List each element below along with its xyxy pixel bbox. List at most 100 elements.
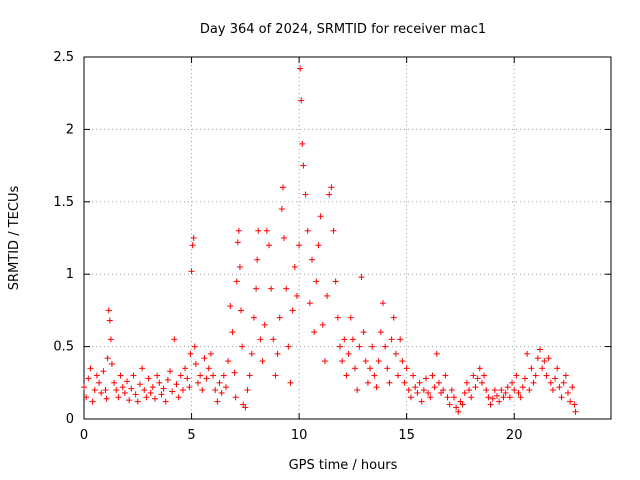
data-point	[332, 278, 339, 285]
data-point	[276, 314, 283, 321]
data-point	[319, 321, 326, 328]
data-point	[199, 387, 206, 394]
data-point	[203, 375, 210, 382]
data-point	[362, 358, 369, 365]
data-point	[100, 368, 107, 375]
data-point	[321, 358, 328, 365]
data-point	[104, 355, 111, 362]
data-point	[472, 384, 479, 391]
data-point	[324, 292, 331, 299]
data-point	[158, 391, 165, 398]
data-point	[218, 389, 225, 396]
data-point	[534, 355, 541, 362]
data-point	[89, 398, 96, 405]
x-tick-label: 0	[80, 428, 88, 443]
data-point	[549, 387, 556, 394]
data-point	[83, 394, 90, 401]
data-point	[124, 378, 131, 385]
data-point	[236, 263, 243, 270]
data-point	[272, 372, 279, 379]
data-point	[311, 329, 318, 336]
data-point	[435, 379, 442, 386]
data-point	[554, 365, 561, 372]
data-point	[147, 389, 154, 396]
data-point	[238, 307, 245, 314]
data-point	[414, 389, 421, 396]
data-point	[156, 379, 163, 386]
data-point	[105, 307, 112, 314]
data-point	[248, 350, 255, 357]
data-point	[300, 162, 307, 169]
data-point	[151, 395, 158, 402]
data-point	[418, 398, 425, 405]
data-point	[119, 384, 126, 391]
data-point	[504, 384, 511, 391]
data-point	[212, 387, 219, 394]
data-point	[257, 336, 264, 343]
data-point	[412, 384, 419, 391]
data-point	[371, 372, 378, 379]
data-point	[216, 379, 223, 386]
data-point	[539, 365, 546, 372]
data-point	[375, 358, 382, 365]
data-point	[227, 303, 234, 310]
data-point	[313, 278, 320, 285]
data-point	[296, 242, 303, 249]
data-point	[334, 314, 341, 321]
data-point	[261, 321, 268, 328]
data-point	[558, 394, 565, 401]
data-point	[433, 350, 440, 357]
data-point	[569, 384, 576, 391]
data-point	[287, 379, 294, 386]
data-point	[405, 387, 412, 394]
y-tick-label: 0.5	[53, 340, 74, 355]
data-point	[364, 379, 371, 386]
data-point	[352, 365, 359, 372]
data-point	[427, 394, 434, 401]
data-point	[511, 387, 518, 394]
data-point	[85, 375, 92, 382]
data-points	[81, 65, 579, 415]
data-point	[463, 379, 470, 386]
data-point	[128, 385, 135, 392]
x-tick-label: 15	[398, 428, 415, 443]
data-point	[444, 394, 451, 401]
data-point	[232, 394, 239, 401]
data-point	[339, 358, 346, 365]
data-point	[108, 360, 115, 367]
data-point	[143, 394, 150, 401]
data-point	[395, 372, 402, 379]
data-point	[182, 365, 189, 372]
data-point	[304, 227, 311, 234]
data-point	[519, 384, 526, 391]
data-point	[162, 398, 169, 405]
data-point	[279, 184, 286, 191]
data-point	[547, 379, 554, 386]
data-point	[145, 375, 152, 382]
data-point	[483, 387, 490, 394]
data-point	[281, 235, 288, 241]
data-point	[328, 184, 335, 191]
data-point	[285, 343, 292, 350]
data-point	[489, 395, 496, 402]
data-point	[390, 314, 397, 321]
data-point	[188, 268, 195, 275]
data-point	[175, 394, 182, 401]
data-point	[552, 375, 559, 382]
chart-title: Day 364 of 2024, SRMTID for receiver mac…	[200, 22, 486, 37]
data-point	[299, 140, 306, 147]
data-point	[562, 372, 569, 379]
data-point	[521, 375, 528, 382]
data-point	[189, 242, 196, 249]
data-point	[543, 372, 550, 379]
data-point	[250, 314, 257, 321]
data-point	[130, 372, 137, 379]
data-point	[233, 278, 240, 285]
data-point	[154, 372, 161, 379]
axis-ticks: 0 5 10 15 20 0 0.5 1 1.5 2 2.5	[53, 50, 611, 443]
data-point	[530, 379, 537, 386]
data-point	[500, 394, 507, 401]
data-point	[567, 398, 574, 405]
data-point	[186, 384, 193, 391]
data-point	[93, 372, 100, 379]
